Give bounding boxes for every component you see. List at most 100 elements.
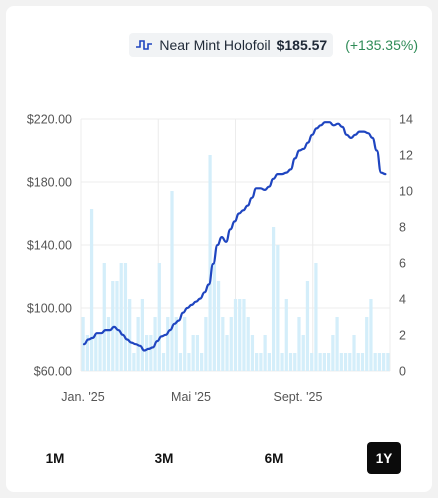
volume-bar [246,317,250,371]
volume-bar [297,317,301,371]
right-tick-label: 4 [399,293,406,307]
volume-bar [115,281,119,371]
volume-bar [250,335,255,371]
volume-bar [149,335,153,371]
volume-bar [373,353,377,371]
volume-bar [170,191,174,371]
legend: Near Mint Holofoil $185.57 (+135.35%) [129,28,418,62]
x-axis: Jan. '25 Mai '25 Sept. '25 [61,390,322,404]
volume-bar [98,335,102,371]
range-1y-button[interactable]: 1Y [367,442,401,474]
volume-bar [259,353,263,371]
right-tick-label: 2 [399,329,406,343]
volume-bar [242,299,246,371]
range-1m-button[interactable]: 1M [38,442,72,474]
right-tick-label: 12 [399,149,413,163]
volume-bar [225,335,229,371]
volume-bar [161,353,166,371]
left-tick-label: $60.00 [34,365,72,379]
volume-bar [119,263,123,371]
volume-bar [166,317,170,371]
price-chart: $220.00$180.00$140.00$100.00$60.00 14121… [27,113,413,405]
volume-bar [386,353,390,371]
legend-tag[interactable]: Near Mint Holofoil $185.57 [129,33,334,57]
volume-bars [81,155,390,371]
legend-change: (+135.35%) [345,37,418,53]
volume-bar [187,353,191,371]
right-axis: 14 12 10 8 6 4 2 0 [399,113,413,379]
volume-bar [377,353,382,371]
volume-bar [94,335,98,371]
volume-bar [276,245,280,371]
volume-bar [144,335,149,371]
volume-bar [102,263,106,371]
price-line [82,121,387,352]
left-tick-label: $100.00 [27,302,72,316]
volume-bar [123,263,128,371]
left-tick-label: $180.00 [27,176,72,190]
volume-bar [233,299,238,371]
volume-bar [327,353,331,371]
volume-bar [356,353,360,371]
volume-bar [191,335,195,371]
volume-bar [310,353,314,371]
volume-bar [263,335,267,371]
volume-bar [360,353,365,371]
volume-bar [132,353,136,371]
volume-bar [301,335,305,371]
volume-bar [111,281,115,371]
volume-bar [280,353,284,371]
volume-bar [339,353,343,371]
volume-bar [89,209,94,371]
volume-bar [238,299,242,371]
volume-bar [195,335,200,371]
volume-bar [128,299,132,371]
range-3m-button[interactable]: 3M [147,442,181,474]
right-tick-label: 14 [399,113,413,127]
stepped-line-icon [136,40,153,50]
volume-bar [106,317,111,371]
volume-bar [382,353,386,371]
right-tick-label: 10 [399,185,413,199]
volume-bar [229,317,233,371]
volume-bar [140,299,144,371]
x-tick-label: Sept. '25 [274,390,323,404]
volume-bar [293,353,297,371]
volume-bar [343,353,348,371]
volume-bar [288,353,293,371]
left-axis: $220.00 $180.00 $140.00 $100.00 $60.00 [27,113,72,379]
volume-bar [365,317,369,371]
volume-bar [200,353,204,371]
volume-bar [174,317,178,371]
left-tick-label: $140.00 [27,239,72,253]
volume-bar [352,335,356,371]
legend-price: $185.57 [276,37,328,53]
volume-bar [314,263,318,371]
volume-bar [221,317,225,371]
volume-bar [335,317,339,371]
volume-bar [322,353,327,371]
chart-card: Near Mint Holofoil $185.57 (+135.35%) $2… [6,6,432,492]
right-tick-label: 8 [399,221,406,235]
volume-bar [157,263,161,371]
volume-bar [85,335,89,371]
range-6m-button[interactable]: 6M [257,442,291,474]
range-selector: 1M 3M 6M 1Y [6,440,432,476]
x-tick-label: Jan. '25 [61,390,104,404]
volume-bar [271,227,276,371]
x-tick-label: Mai '25 [171,390,211,404]
volume-bar [305,281,310,371]
volume-bar [255,353,259,371]
volume-bar [348,353,352,371]
volume-bar [284,299,288,371]
volume-bar [183,317,187,371]
legend-label: Near Mint Holofoil [159,37,271,53]
volume-bar [369,299,373,371]
volume-bar [267,353,271,371]
volume-bar [331,335,335,371]
volume-bar [204,317,208,371]
volume-bar [216,281,221,371]
right-tick-label: 0 [399,365,406,379]
volume-bar [318,353,322,371]
volume-bar [208,155,212,371]
